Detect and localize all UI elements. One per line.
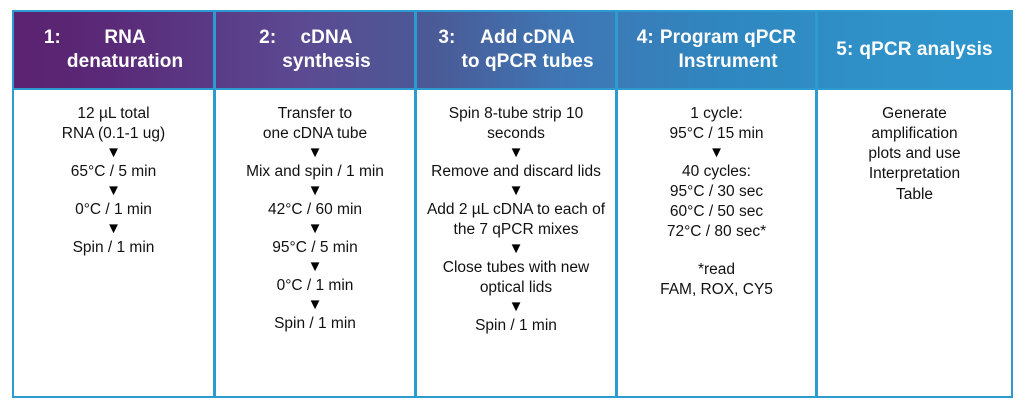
workflow-header-row: 1: RNA denaturation 2: cDNA synthesis 3:… — [12, 10, 1013, 88]
arrow-down-icon: ▼ — [307, 257, 323, 275]
arrow-down-icon: ▼ — [106, 144, 121, 162]
step-text: 0°C / 1 min — [75, 200, 152, 218]
workflow-body-row: 12 µL total RNA (0.1-1 ug) ▼ 65°C / 5 min ▼… — [12, 88, 1013, 398]
workflow-body-step-4: 1 cycle: 95°C / 15 min ▼ 40 cycles: 95°C /… — [615, 90, 815, 396]
arrow-down-icon: ▼ — [307, 144, 323, 162]
workflow-header-step-2: 2: cDNA synthesis — [213, 12, 414, 88]
step-text: 40 cycles: 95°C / 30 sec 60°C / 50 sec 7… — [666, 163, 767, 241]
step-number-1: 1: — [43, 26, 61, 48]
step-text: 12 µL total RNA (0.1-1 ug) — [61, 105, 166, 143]
step-text: 65°C / 5 min — [70, 163, 157, 181]
step-text: Spin / 1 min — [72, 238, 155, 256]
step-number-4: 4: — [636, 26, 654, 48]
workflow-header-step-4: 4: Program qPCR Instrument — [615, 12, 815, 88]
workflow-header-step-1: 1: RNA denaturation — [14, 12, 213, 88]
step-text: 42°C / 60 min — [267, 200, 363, 218]
qpcr-workflow-diagram: 1: RNA denaturation 2: cDNA synthesis 3:… — [12, 10, 1013, 398]
step-number-2: 2: — [259, 26, 277, 48]
step-text: Spin / 1 min — [274, 314, 356, 332]
step-text: Remove and discard lids — [431, 163, 601, 181]
step-text: Mix and spin / 1 min — [246, 163, 384, 181]
workflow-body-step-1: 12 µL total RNA (0.1-1 ug) ▼ 65°C / 5 min ▼… — [14, 90, 213, 396]
arrow-down-icon: ▼ — [307, 295, 323, 313]
step-title-1: RNA denaturation — [66, 26, 184, 72]
arrow-down-icon: ▼ — [508, 144, 524, 162]
step-text: Spin 8-tube strip 10 seconds — [448, 105, 584, 143]
step-number-3: 3: — [438, 26, 456, 48]
arrow-down-icon: ▼ — [106, 182, 121, 200]
step-text: Add 2 µL cDNA to each of the 7 qPCR mixe… — [426, 200, 606, 239]
workflow-body-step-3: Spin 8-tube strip 10 seconds ▼ Remove and … — [414, 90, 615, 396]
step-title-2: cDNA synthesis — [282, 26, 371, 72]
step-text: 0°C / 1 min — [276, 276, 354, 294]
step-text: Close tubes with new optical lids — [442, 258, 590, 297]
workflow-body-step-5: Generate amplification plots and use Int… — [815, 90, 1011, 396]
workflow-header-step-3: 3: Add cDNA to qPCR tubes — [414, 12, 615, 88]
step-text: Spin / 1 min — [475, 316, 557, 334]
arrow-down-icon: ▼ — [508, 298, 524, 316]
arrow-down-icon: ▼ — [307, 220, 323, 238]
workflow-header-step-5: 5: qPCR analysis — [815, 12, 1011, 88]
arrow-down-icon: ▼ — [307, 182, 323, 200]
step-text: 1 cycle: 95°C / 15 min — [669, 105, 764, 143]
step-text: *read FAM, ROX, CY5 — [660, 260, 773, 298]
arrow-down-icon: ▼ — [508, 240, 524, 258]
step-title-4: Program qPCR Instrument — [659, 26, 797, 72]
step-number-5: 5: — [836, 38, 854, 60]
step-text: Transfer to one cDNA tube — [262, 105, 368, 143]
workflow-body-step-2: Transfer to one cDNA tube ▼ Mix and spin /… — [213, 90, 414, 396]
arrow-down-icon: ▼ — [508, 182, 524, 200]
step-title-3: Add cDNA to qPCR tubes — [461, 26, 594, 72]
arrow-down-icon: ▼ — [106, 220, 121, 238]
arrow-down-icon: ▼ — [709, 144, 724, 162]
step-text: 95°C / 5 min — [272, 238, 358, 256]
step-text: Generate amplification plots and use Int… — [868, 105, 961, 203]
step-title-5: qPCR analysis — [859, 38, 993, 60]
